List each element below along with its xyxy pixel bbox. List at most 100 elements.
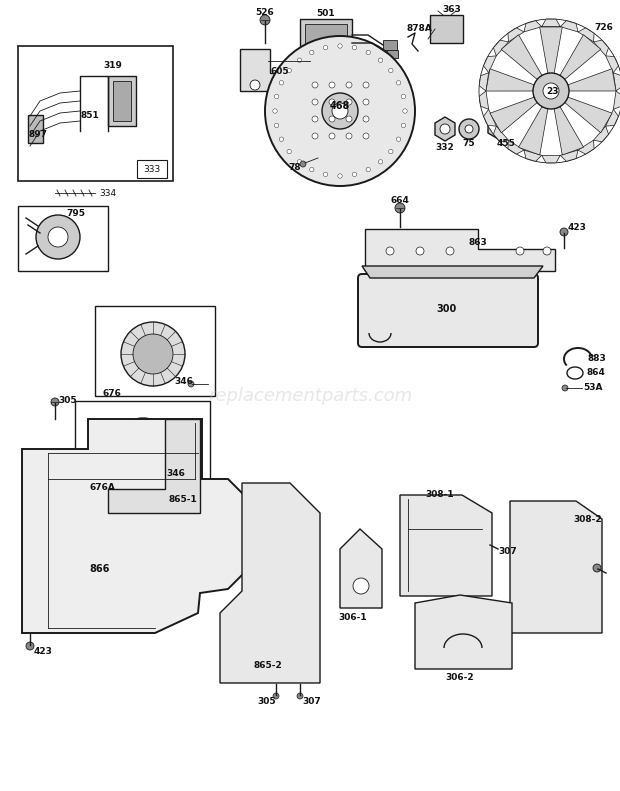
Text: 305: 305: [59, 396, 78, 404]
Circle shape: [332, 103, 348, 119]
Text: 866: 866: [90, 564, 110, 574]
Text: 676A: 676A: [89, 483, 115, 491]
Text: replacementparts.com: replacementparts.com: [208, 387, 412, 404]
Polygon shape: [490, 97, 537, 133]
Polygon shape: [415, 595, 512, 669]
Polygon shape: [400, 495, 492, 596]
Circle shape: [329, 82, 335, 88]
Polygon shape: [524, 21, 542, 32]
Circle shape: [297, 58, 302, 62]
Polygon shape: [560, 21, 578, 32]
Polygon shape: [565, 97, 612, 133]
Polygon shape: [542, 19, 560, 27]
Circle shape: [560, 228, 568, 236]
Bar: [305, 24, 347, 46]
Polygon shape: [501, 35, 542, 79]
Polygon shape: [578, 140, 594, 154]
Circle shape: [465, 125, 473, 133]
Circle shape: [363, 116, 369, 122]
Text: 676: 676: [102, 388, 122, 398]
Polygon shape: [488, 113, 512, 140]
Bar: [383, 40, 397, 50]
Text: 346: 346: [167, 468, 185, 478]
Polygon shape: [578, 28, 594, 42]
Bar: [387, 50, 398, 58]
Text: 307: 307: [498, 547, 517, 557]
Bar: [137, 160, 167, 178]
Text: 897: 897: [29, 130, 48, 138]
Circle shape: [396, 81, 401, 85]
Text: 334: 334: [99, 188, 117, 198]
Circle shape: [51, 398, 59, 406]
Circle shape: [287, 68, 291, 73]
Text: 308-1: 308-1: [426, 490, 454, 498]
Circle shape: [324, 172, 328, 176]
Polygon shape: [22, 419, 248, 633]
Circle shape: [275, 123, 279, 127]
Polygon shape: [435, 117, 455, 141]
Text: 53A: 53A: [583, 383, 603, 392]
Circle shape: [309, 51, 314, 55]
Circle shape: [401, 123, 405, 127]
Circle shape: [363, 99, 369, 105]
Circle shape: [459, 119, 479, 139]
Circle shape: [188, 381, 194, 387]
Circle shape: [338, 44, 342, 48]
Circle shape: [366, 51, 370, 55]
Polygon shape: [508, 28, 524, 42]
Circle shape: [378, 160, 383, 164]
Circle shape: [562, 385, 568, 391]
Circle shape: [48, 227, 68, 247]
Polygon shape: [560, 150, 578, 161]
Circle shape: [440, 124, 450, 134]
Bar: [108, 76, 136, 126]
Circle shape: [352, 45, 356, 50]
Polygon shape: [362, 266, 543, 278]
Circle shape: [593, 564, 601, 572]
Text: 865-2: 865-2: [254, 661, 282, 671]
Text: 605: 605: [271, 66, 290, 75]
Text: 468: 468: [330, 101, 350, 111]
Polygon shape: [606, 109, 618, 126]
Circle shape: [403, 109, 407, 113]
Polygon shape: [240, 49, 310, 91]
Polygon shape: [518, 107, 548, 155]
Text: 726: 726: [595, 22, 613, 32]
Circle shape: [260, 15, 270, 25]
Text: 305: 305: [258, 698, 277, 706]
Circle shape: [287, 149, 291, 153]
Circle shape: [543, 83, 559, 99]
Text: 863: 863: [469, 237, 487, 247]
Circle shape: [133, 334, 173, 374]
Polygon shape: [554, 107, 583, 155]
Circle shape: [416, 247, 424, 255]
Text: 306-1: 306-1: [339, 612, 367, 622]
Circle shape: [533, 73, 569, 109]
Circle shape: [329, 133, 335, 139]
Bar: [28, 115, 43, 143]
Circle shape: [324, 45, 328, 50]
Circle shape: [312, 133, 318, 139]
Circle shape: [346, 116, 352, 122]
Text: 795: 795: [66, 209, 86, 218]
Circle shape: [312, 99, 318, 105]
Text: 865-1: 865-1: [169, 494, 197, 504]
Circle shape: [273, 693, 279, 699]
Circle shape: [129, 430, 157, 458]
Polygon shape: [542, 155, 560, 163]
Circle shape: [279, 81, 283, 85]
Polygon shape: [560, 35, 601, 79]
Text: 851: 851: [81, 111, 99, 119]
Circle shape: [396, 137, 401, 142]
Text: 333: 333: [143, 165, 161, 173]
Circle shape: [346, 133, 352, 139]
Polygon shape: [479, 91, 489, 109]
Text: 423: 423: [33, 646, 53, 656]
Circle shape: [329, 116, 335, 122]
Polygon shape: [108, 419, 200, 513]
Circle shape: [352, 172, 356, 176]
Polygon shape: [593, 126, 609, 142]
Circle shape: [275, 94, 279, 99]
Polygon shape: [220, 483, 320, 683]
Circle shape: [312, 116, 318, 122]
